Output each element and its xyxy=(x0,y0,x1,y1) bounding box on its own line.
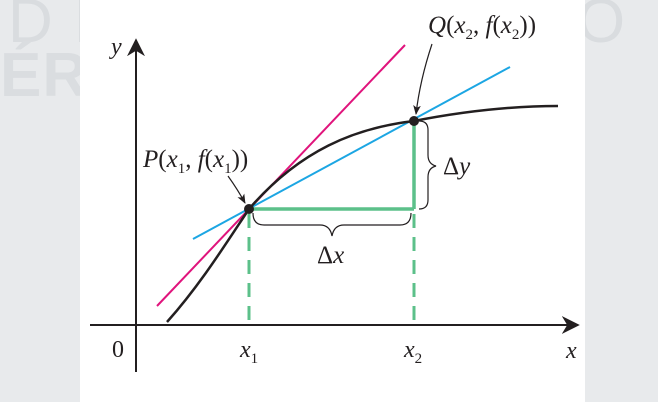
tick-x1: x1 xyxy=(239,337,258,367)
y-axis-label: y xyxy=(109,34,122,60)
point-p-dot xyxy=(244,204,254,214)
point-q-label: Q(x2, f(x2)) xyxy=(428,12,536,43)
delta-x-symbol: Δ xyxy=(317,242,333,269)
point-q-dot xyxy=(409,116,419,126)
tick-x1-sub: 1 xyxy=(251,351,259,367)
tick-x1-base: x xyxy=(239,337,251,363)
point-p-letter: P xyxy=(142,146,158,173)
delta-y-var: y xyxy=(456,153,471,180)
origin-label: 0 xyxy=(112,337,124,363)
delta-x-var: x xyxy=(332,242,344,269)
delta-x-brace xyxy=(252,212,412,237)
point-q-letter: Q xyxy=(428,12,446,39)
figure-panel xyxy=(80,0,585,402)
delta-y-brace xyxy=(418,120,437,210)
x-axis-label: x xyxy=(565,338,577,364)
q-pointer-arrow xyxy=(413,43,433,115)
point-p-label: P(x1, f(x1)) xyxy=(142,146,248,177)
delta-x-label: Δx xyxy=(317,242,344,269)
delta-y-label: Δy xyxy=(443,153,471,180)
tick-x2-sub: 2 xyxy=(415,351,423,367)
p-pointer-arrow xyxy=(227,175,246,204)
function-curve xyxy=(166,104,559,323)
tick-x2: x2 xyxy=(403,337,422,367)
tick-x2-base: x xyxy=(403,337,415,363)
delta-y-symbol: Δ xyxy=(443,153,459,180)
